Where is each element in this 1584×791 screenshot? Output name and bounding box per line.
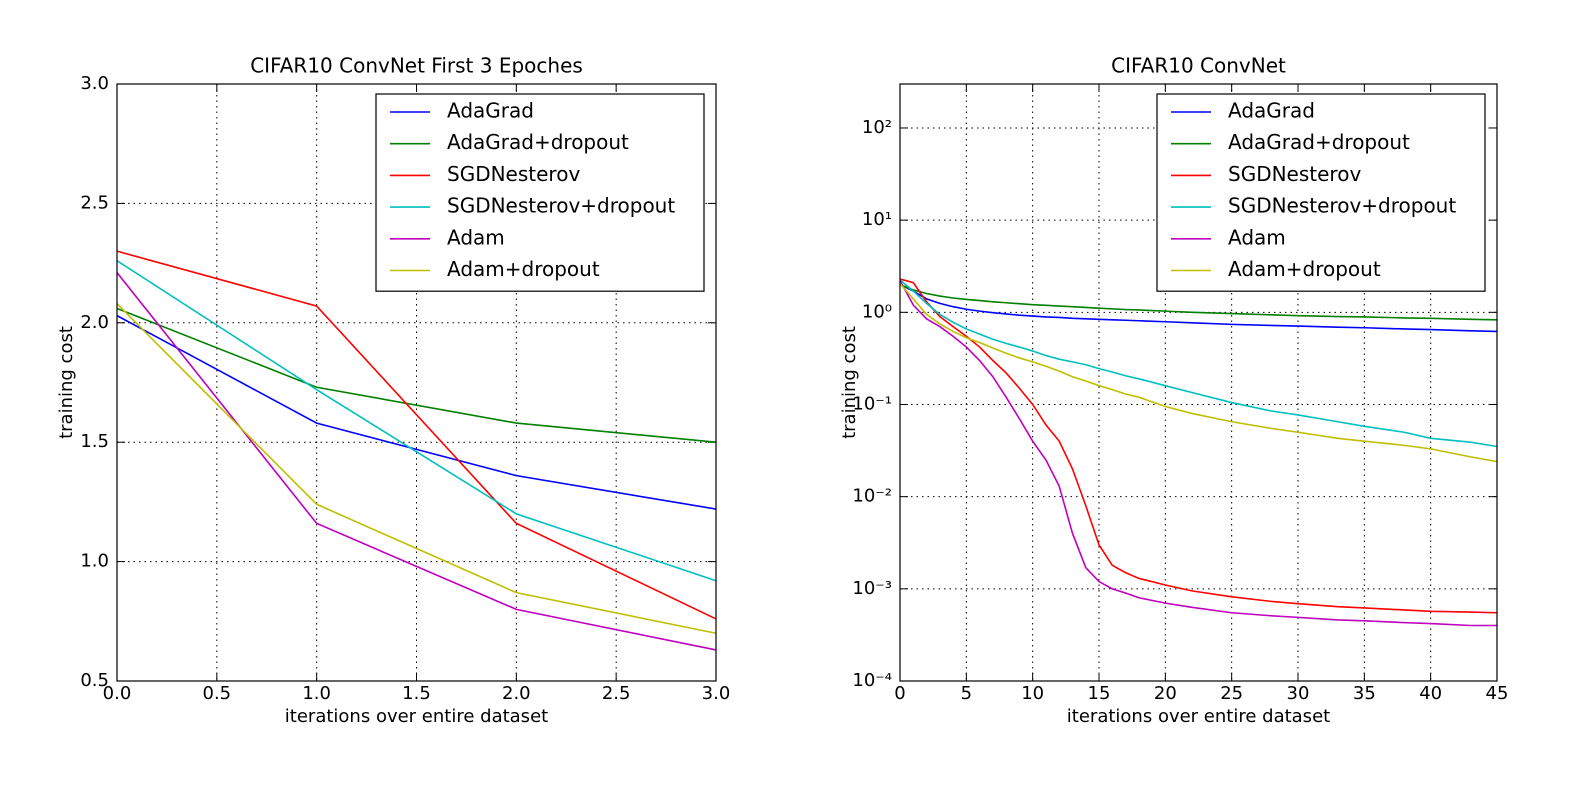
y-tick-label: 0.5: [80, 670, 109, 691]
x-tick-label: 40: [1419, 683, 1442, 704]
legend-label: AdaGrad+dropout: [1228, 130, 1410, 154]
x-tick-label: 15: [1088, 683, 1111, 704]
y-tick-label: 1.0: [80, 551, 109, 572]
y-tick-label: 10⁻³: [852, 578, 892, 599]
series-line: [899, 278, 1498, 614]
legend-label: Adam+dropout: [1228, 257, 1381, 281]
x-tick-label: 20: [1154, 683, 1177, 704]
x-axis-label: iterations over entire dataset: [1067, 706, 1330, 727]
y-tick-label: 10²: [862, 117, 892, 138]
y-axis-label: training cost: [56, 326, 77, 439]
axes-frame: [899, 83, 1498, 682]
y-tick-label: 2.0: [80, 312, 109, 333]
x-tick-label: 5: [961, 683, 972, 704]
legend-label: Adam+dropout: [447, 257, 600, 281]
chart-title: CIFAR10 ConvNet: [1111, 54, 1286, 78]
x-tick-label: 2.0: [502, 683, 531, 704]
series-line: [116, 314, 717, 510]
series-line: [116, 260, 717, 582]
x-tick-label: 0: [894, 683, 905, 704]
x-tick-label: 35: [1353, 683, 1376, 704]
y-axis-label: training cost: [839, 326, 860, 439]
x-tick-label: 2.5: [602, 683, 631, 704]
legend-label: SGDNesterov+dropout: [447, 194, 675, 218]
series-line: [116, 303, 717, 635]
x-tick-label: 30: [1287, 683, 1310, 704]
y-tick-label: 10¹: [862, 209, 892, 230]
x-tick-label: 25: [1220, 683, 1243, 704]
legend-label: Adam: [1228, 225, 1286, 249]
y-tick-label: 1.5: [80, 431, 109, 452]
x-tick-label: 1.0: [302, 683, 331, 704]
legend-label: SGDNesterov: [1228, 162, 1361, 186]
legend-box: [1156, 93, 1486, 292]
x-tick-label: 1.5: [402, 683, 431, 704]
chart-title: CIFAR10 ConvNet First 3 Epoches: [250, 54, 583, 78]
series-line: [899, 283, 1498, 321]
y-tick-label: 10⁻²: [852, 486, 892, 507]
x-tick-label: 10: [1021, 683, 1044, 704]
series-line: [899, 279, 1498, 448]
legend-label: AdaGrad: [1228, 99, 1315, 123]
y-tick-label: 10⁰: [862, 301, 892, 322]
series-line: [116, 307, 717, 443]
y-tick-label: 3.0: [80, 73, 109, 94]
legend-box: [375, 93, 705, 292]
series-line: [899, 283, 1498, 333]
x-tick-label: 0.5: [203, 683, 232, 704]
axes-frame: [116, 83, 717, 682]
series-line: [116, 272, 717, 651]
legend-label: Adam: [447, 225, 505, 249]
series-line: [899, 283, 1498, 463]
x-axis-label: iterations over entire dataset: [285, 706, 548, 727]
legend-label: SGDNesterov: [447, 162, 580, 186]
legend-label: AdaGrad+dropout: [447, 130, 629, 154]
y-tick-label: 10⁻⁴: [852, 670, 892, 691]
x-tick-label: 0.0: [103, 683, 132, 704]
y-tick-label: 2.5: [80, 192, 109, 213]
legend-label: SGDNesterov+dropout: [1228, 194, 1456, 218]
y-tick-label: 10⁻¹: [852, 393, 892, 414]
x-tick-label: 45: [1486, 683, 1509, 704]
series-line: [116, 250, 717, 620]
legend-label: AdaGrad: [447, 99, 534, 123]
series-line: [899, 280, 1497, 627]
x-tick-label: 3.0: [702, 683, 731, 704]
